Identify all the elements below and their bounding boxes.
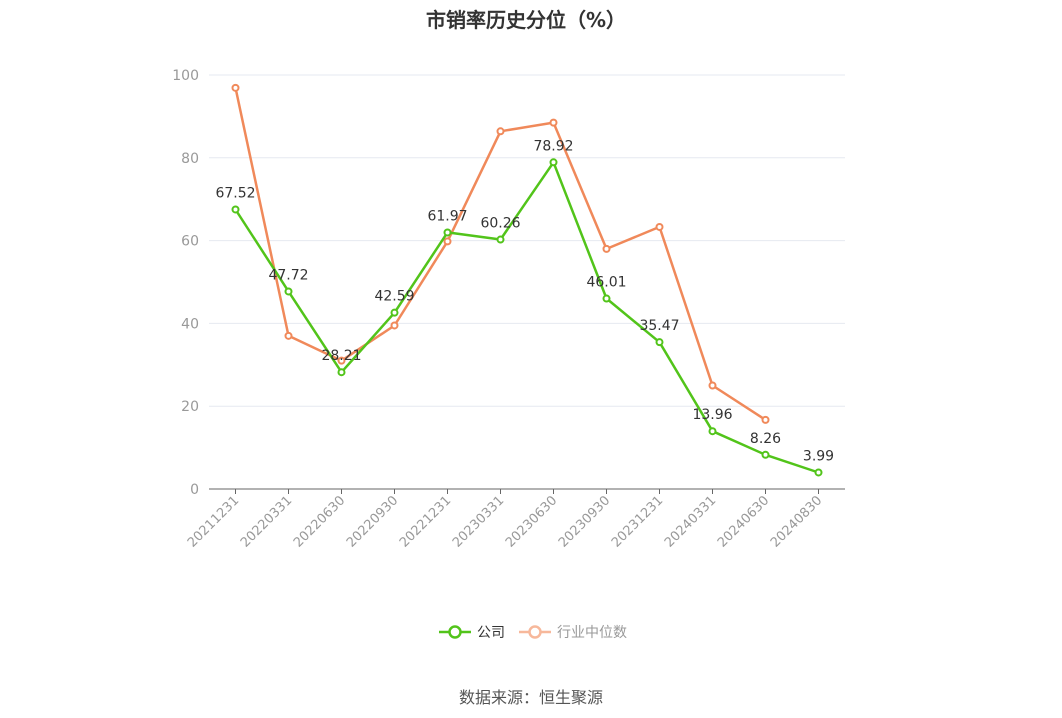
x-tick-label: 20221231 xyxy=(397,493,454,550)
data-point-series-0 xyxy=(549,158,558,167)
y-tick-label: 80 xyxy=(181,151,199,167)
x-tick-label: 20220630 xyxy=(291,493,348,550)
series-lines xyxy=(231,83,823,477)
data-labels: 67.52 47.72 28.21 42.59 61.97 60.26 78.92 46.01… xyxy=(215,138,834,464)
data-point-series-0 xyxy=(337,368,346,377)
data-label: 8.26 xyxy=(750,431,781,447)
data-point-series-1 xyxy=(761,415,770,424)
legend-label-company: 公司 xyxy=(477,625,505,641)
data-point-series-0 xyxy=(708,427,717,436)
data-label: 13.96 xyxy=(692,407,732,423)
data-label: 42.59 xyxy=(374,289,414,305)
data-label: 60.26 xyxy=(480,216,520,232)
axes: 0204060801002021123120220331202206302022… xyxy=(172,68,845,551)
data-source: 数据来源：恒生聚源 xyxy=(458,688,603,707)
series-line-1 xyxy=(234,87,767,421)
y-tick-label: 100 xyxy=(172,68,199,84)
gridlines xyxy=(209,74,845,407)
x-tick-label: 20230630 xyxy=(503,493,560,550)
data-point-series-0 xyxy=(390,308,399,317)
data-point-series-1 xyxy=(655,222,664,231)
data-label: 61.97 xyxy=(427,208,467,224)
x-tick-label: 20231231 xyxy=(609,493,666,550)
data-label: 47.72 xyxy=(268,267,308,283)
data-point-series-0 xyxy=(231,205,240,214)
y-tick-label: 40 xyxy=(181,316,199,332)
legend-company-marker-icon xyxy=(439,625,471,639)
data-point-series-1 xyxy=(337,356,346,365)
data-label: 35.47 xyxy=(639,318,679,334)
legend: 公司 行业中位数 xyxy=(0,622,1062,642)
x-tick-label: 20240630 xyxy=(715,493,772,550)
data-point-series-0 xyxy=(814,468,823,477)
data-label: 67.52 xyxy=(215,185,255,201)
x-tick-label: 20240331 xyxy=(662,493,719,550)
data-label: 78.92 xyxy=(533,138,573,154)
data-point-series-0 xyxy=(496,235,505,244)
series-line-0 xyxy=(234,161,819,474)
x-tick-label: 20220331 xyxy=(238,493,295,550)
data-point-series-1 xyxy=(549,118,558,127)
legend-item-industry-median[interactable]: 行业中位数 xyxy=(519,622,627,642)
y-tick-label: 0 xyxy=(190,482,199,498)
data-point-series-0 xyxy=(761,450,770,459)
x-tick-label: 20211231 xyxy=(185,493,242,550)
legend-item-company[interactable]: 公司 xyxy=(439,622,505,642)
chart-title: 市销率历史分位（%） xyxy=(425,8,627,32)
data-point-series-1 xyxy=(231,83,240,92)
data-point-series-1 xyxy=(390,321,399,330)
legend-label-industry-median: 行业中位数 xyxy=(557,625,627,641)
data-label: 3.99 xyxy=(803,448,834,464)
data-point-series-1 xyxy=(496,127,505,136)
x-tick-label: 20230930 xyxy=(556,493,613,550)
legend-industry-marker-icon xyxy=(519,625,551,639)
data-label: 46.01 xyxy=(586,275,626,291)
data-point-series-0 xyxy=(284,287,293,296)
y-tick-label: 20 xyxy=(181,399,199,415)
x-tick-label: 20220930 xyxy=(344,493,401,550)
y-tick-label: 60 xyxy=(181,234,199,250)
data-label: 28.21 xyxy=(321,348,361,364)
data-point-series-0 xyxy=(602,294,611,303)
x-tick-label: 20240830 xyxy=(768,493,825,550)
x-tick-label: 20230331 xyxy=(450,493,507,550)
data-point-series-1 xyxy=(708,381,717,390)
data-point-series-0 xyxy=(443,228,452,237)
data-point-series-1 xyxy=(284,331,293,340)
data-point-series-1 xyxy=(443,237,452,246)
data-point-series-1 xyxy=(602,244,611,253)
data-point-series-0 xyxy=(655,338,664,347)
